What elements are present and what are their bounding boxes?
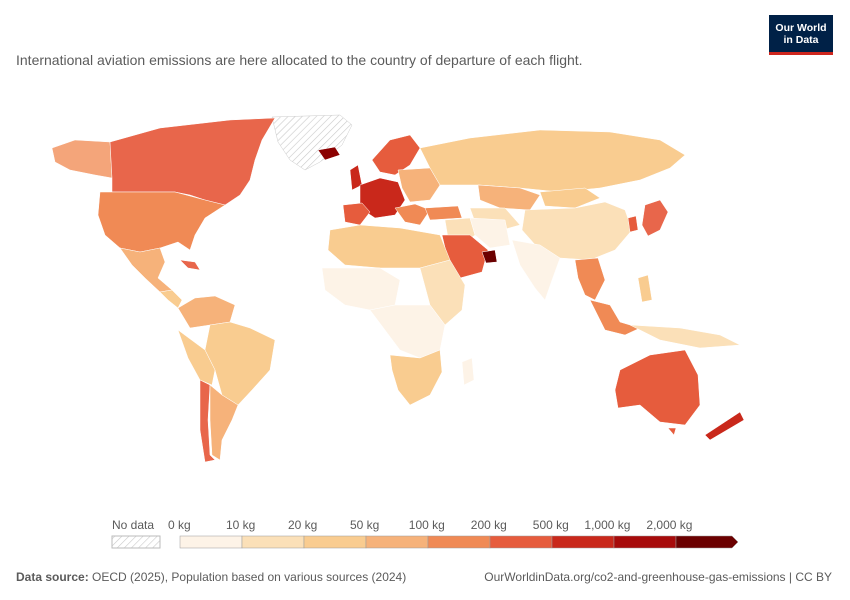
region-central-africa[interactable] [369,304,446,359]
legend-bin-7[interactable] [613,535,677,549]
region-peru-bolivia[interactable] [177,329,216,386]
region-argentina[interactable] [209,384,239,461]
legend-label-1: 10 kg [226,518,256,532]
region-korea[interactable] [627,215,639,233]
region-caribbean[interactable] [179,259,201,271]
region-new-zealand[interactable] [704,411,745,441]
legend-bin-6[interactable] [551,535,615,549]
region-spain[interactable] [342,202,371,226]
region-australia[interactable] [614,349,701,426]
region-alaska[interactable] [51,139,113,179]
legend-bin-0[interactable] [179,535,243,549]
world-map [51,114,745,463]
legend-label-3: 50 kg [350,518,380,532]
region-iceland[interactable] [317,146,341,161]
region-north-africa[interactable] [327,224,451,269]
legend-bin-3[interactable] [365,535,429,549]
region-madagascar[interactable] [461,357,475,386]
legend-label-8: 2,000 kg [646,518,693,532]
region-scandinavia[interactable] [371,134,421,176]
region-mainland-sea[interactable] [574,257,606,301]
chart-subtitle: International aviation emissions are her… [16,52,583,68]
legend-label-5: 200 kg [470,518,507,532]
legend-bin-2[interactable] [303,535,367,549]
region-southern-africa[interactable] [389,349,443,406]
region-philippines[interactable] [637,274,653,303]
legend-bin-8[interactable] [675,535,739,549]
region-usa[interactable] [97,191,226,253]
legend-label-4: 100 kg [408,518,445,532]
region-russia[interactable] [419,129,686,193]
legend-bin-1[interactable] [241,535,305,549]
region-mexico[interactable] [119,247,173,293]
logo-line-1: Our World [775,21,827,34]
region-iran[interactable] [469,217,511,249]
source-url[interactable]: OurWorldinData.org/co2-and-greenhouse-ga… [484,570,832,584]
legend-label-2: 20 kg [288,518,318,532]
region-maritime-sea[interactable] [589,299,641,336]
data-source: Data source: OECD (2025), Population bas… [16,570,406,584]
region-colombia-venezuela[interactable] [177,295,236,329]
owid-logo[interactable]: Our World in Data [769,15,833,55]
region-india[interactable] [511,239,561,301]
legend-bin-5[interactable] [489,535,553,549]
region-uae[interactable] [481,249,498,264]
region-japan[interactable] [641,199,669,237]
legend-label-7: 1,000 kg [584,518,631,532]
legend-no-data-swatch[interactable] [111,535,161,549]
logo-line-2: in Data [783,33,819,46]
region-turkey[interactable] [424,205,463,221]
region-central-america[interactable] [159,289,183,309]
region-tasmania[interactable] [667,427,677,436]
region-mongolia[interactable] [539,187,601,209]
region-indonesia[interactable] [629,324,741,349]
region-china[interactable] [521,201,633,261]
region-greenland[interactable] [271,114,353,171]
region-chile[interactable] [199,379,216,463]
legend-no-data-label: No data [112,518,155,532]
region-italy-balkans[interactable] [394,203,431,226]
legend-bin-4[interactable] [427,535,491,549]
legend-label-0: 0 kg [168,518,191,532]
data-source-text: OECD (2025), Population based on various… [92,570,407,584]
region-west-africa[interactable] [321,267,401,311]
data-source-label: Data source: [16,570,89,584]
legend-label-6: 500 kg [532,518,569,532]
